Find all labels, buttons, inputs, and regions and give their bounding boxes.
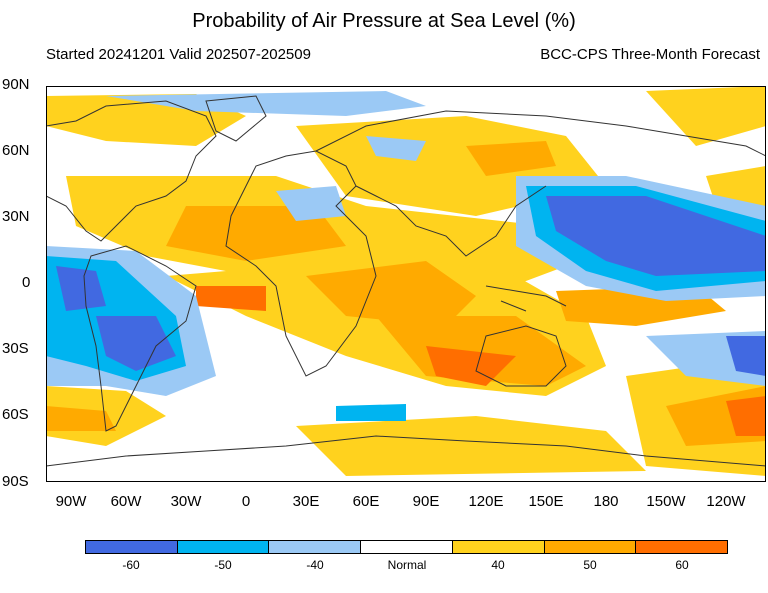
lon-label: 0 bbox=[241, 493, 251, 510]
legend-swatch-minus-60 bbox=[86, 541, 178, 553]
lat-label: 60S bbox=[2, 406, 29, 423]
legend-label: -40 bbox=[306, 558, 324, 572]
negative-anomaly-fields bbox=[46, 91, 766, 421]
legend-label: 60 bbox=[675, 558, 689, 572]
legend-label: Normal bbox=[387, 558, 427, 572]
map-frame bbox=[46, 86, 766, 482]
lat-label: 30N bbox=[2, 208, 30, 225]
lat-label: 90S bbox=[2, 473, 29, 490]
asia-coast bbox=[315, 110, 766, 257]
lon-label: 150E bbox=[528, 493, 564, 510]
greenland-coast bbox=[205, 95, 267, 142]
lon-label: 180 bbox=[593, 493, 619, 510]
lat-label: 60N bbox=[2, 142, 30, 159]
positive-anomaly-fields bbox=[46, 86, 766, 476]
lat-label: 0 bbox=[22, 274, 31, 291]
legend-swatch-normal bbox=[361, 541, 453, 553]
lon-label: 30E bbox=[292, 493, 320, 510]
lon-label: 30W bbox=[170, 493, 202, 510]
forecast-dates: Started 20241201 Valid 202507-202509 bbox=[46, 46, 311, 63]
legend-swatch-60 bbox=[636, 541, 728, 553]
legend-swatch-minus-40 bbox=[269, 541, 362, 553]
legend-swatch-minus-50 bbox=[177, 541, 270, 553]
legend-label: -60 bbox=[122, 558, 140, 572]
page-title: Probability of Air Pressure at Sea Level… bbox=[192, 10, 576, 32]
lon-label: 120W bbox=[706, 493, 746, 510]
legend-swatch-40 bbox=[452, 541, 545, 553]
legend-swatch-50 bbox=[544, 541, 637, 553]
lon-label: 60W bbox=[110, 493, 142, 510]
north-america-coast bbox=[46, 100, 217, 242]
model-name: BCC-CPS Three-Month Forecast bbox=[540, 46, 760, 63]
legend-label: 50 bbox=[583, 558, 597, 572]
lon-label: 150W bbox=[646, 493, 686, 510]
antarctica-coast bbox=[46, 435, 766, 467]
australia-coast bbox=[475, 325, 567, 387]
lon-label: 120E bbox=[468, 493, 504, 510]
color-legend bbox=[85, 540, 728, 554]
europe-africa-coast bbox=[225, 150, 377, 377]
lon-label: 90E bbox=[412, 493, 440, 510]
coastlines bbox=[46, 95, 766, 467]
southeast-asia-islands bbox=[485, 285, 567, 312]
lat-label: 90N bbox=[2, 76, 30, 93]
south-america-coast bbox=[83, 245, 197, 432]
legend-label: 40 bbox=[491, 558, 505, 572]
lon-label: 90W bbox=[55, 493, 87, 510]
lon-label: 60E bbox=[352, 493, 380, 510]
legend-label: -50 bbox=[214, 558, 232, 572]
lat-label: 30S bbox=[2, 340, 29, 357]
probability-map bbox=[46, 86, 766, 482]
